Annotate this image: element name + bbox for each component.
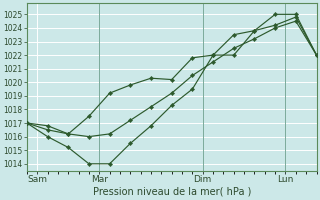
X-axis label: Pression niveau de la mer( hPa ): Pression niveau de la mer( hPa ) xyxy=(92,187,251,197)
